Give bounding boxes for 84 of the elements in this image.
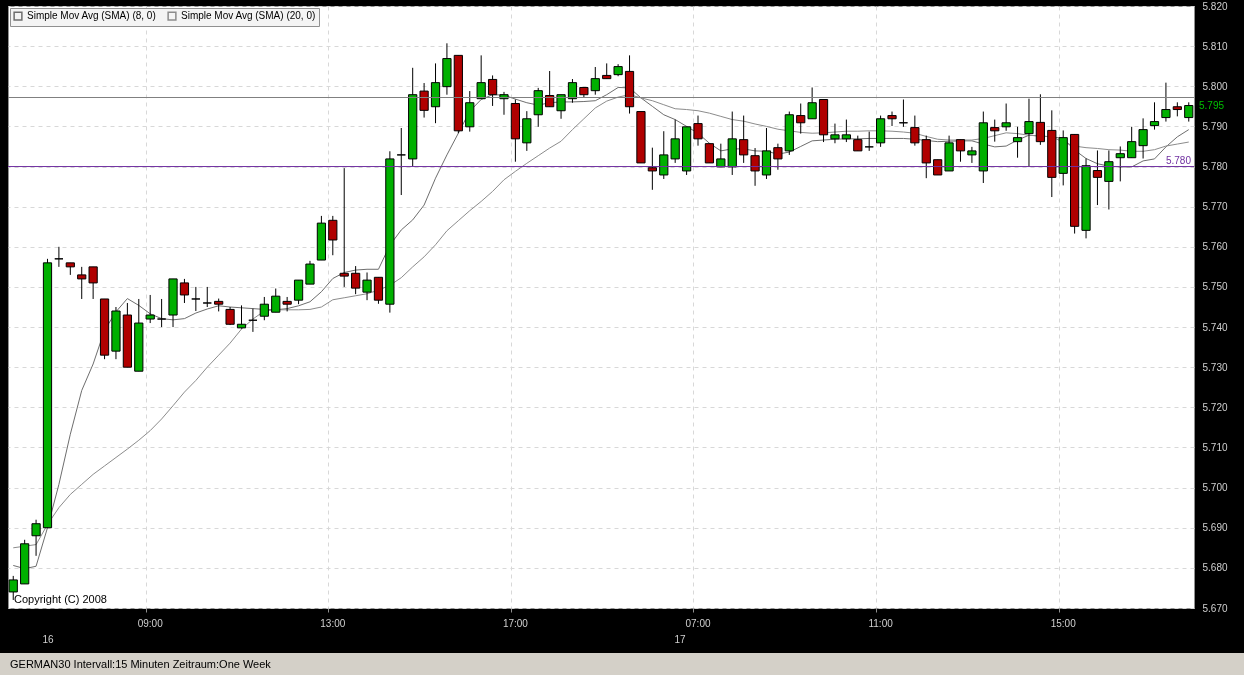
legend-label: Simple Mov Avg (SMA) (8, 0) [27, 10, 156, 22]
candlestick [351, 265, 361, 295]
candlestick [807, 86, 817, 120]
annotation: Copyright (C) 2008 [14, 593, 107, 605]
y-tick-label: 5.740 [1202, 321, 1228, 333]
y-tick-label: 5.810 [1202, 40, 1228, 52]
candlestick [556, 94, 566, 120]
text: GERMAN30 Intervall:15 Minuten Zeitraum:One Week [0, 653, 1244, 675]
candlestick [487, 74, 498, 107]
candlestick [990, 119, 1000, 143]
candlestick [830, 123, 840, 144]
candlestick [567, 78, 578, 104]
candlestick [236, 304, 247, 330]
candlestick [202, 286, 212, 308]
candlestick [77, 266, 87, 300]
y-tick-label: 5.780 [1202, 161, 1228, 173]
candlestick [750, 147, 760, 187]
candlestick [31, 519, 41, 557]
candlestick [293, 279, 304, 305]
x-tick-label: 11:00 [868, 617, 894, 629]
candlestick [1184, 101, 1194, 123]
candlestick [955, 139, 966, 163]
candlestick [1012, 126, 1023, 159]
candlestick [1149, 101, 1160, 131]
y-tick-label: 5.710 [1202, 441, 1228, 453]
candlestick [921, 135, 931, 179]
candlestick [967, 146, 977, 164]
candlestick [339, 167, 349, 288]
text: 17 [674, 634, 686, 645]
candlestick [1104, 149, 1114, 210]
candlestick [647, 147, 657, 191]
candlestick [739, 115, 749, 164]
candlestick [693, 115, 703, 147]
y-tick-label: 5.820 [1202, 0, 1228, 12]
legend-label: Simple Mov Avg (SMA) (20, 0) [181, 10, 316, 22]
y-tick-label: 5.760 [1202, 241, 1228, 253]
candlestick [157, 298, 167, 328]
candlestick [1161, 82, 1171, 123]
x-tick-label: 15:00 [1050, 617, 1077, 629]
candlestick [1127, 126, 1137, 159]
candlestick [305, 260, 315, 285]
text: 16 [42, 634, 54, 645]
candlestick [910, 115, 920, 147]
candlestick [704, 143, 715, 164]
candlestick [841, 119, 851, 143]
candlestick [88, 266, 98, 300]
candlestick [271, 288, 281, 313]
candlestick [590, 66, 600, 96]
candlestick [179, 278, 190, 304]
y-tick-label: 5.670 [1202, 602, 1228, 614]
candlestick [328, 215, 338, 256]
y-tick-label: 5.690 [1202, 522, 1228, 534]
x-tick-label: 13:00 [320, 617, 346, 629]
y-tick-label: 5.800 [1202, 80, 1228, 92]
x-tick-label: 17:00 [502, 617, 529, 629]
candlestick [373, 276, 384, 305]
candlestick [796, 103, 806, 135]
y-tick-label: 5.720 [1202, 401, 1228, 413]
candlestick [1024, 98, 1034, 168]
candlestick [362, 271, 372, 301]
y-tick-label: 5.680 [1202, 562, 1228, 574]
candlestick [887, 111, 897, 127]
candlestick [1138, 117, 1148, 160]
x-tick-label: 07:00 [685, 617, 711, 629]
x-tick-label: 09:00 [137, 617, 164, 629]
y-tick-label: 5.770 [1202, 201, 1228, 213]
text: 5.795 [1199, 100, 1225, 111]
candlestick [1035, 93, 1045, 146]
y-tick-label: 5.750 [1202, 281, 1228, 293]
candlestick [1001, 103, 1011, 132]
candlestick [476, 54, 486, 100]
candlestick [145, 294, 155, 324]
y-tick-label: 5.790 [1202, 120, 1228, 132]
candlestick [191, 286, 201, 312]
y-tick-label: 5.700 [1202, 482, 1228, 494]
candlestick [773, 143, 783, 171]
candlestick [864, 131, 874, 152]
candlestick [259, 296, 269, 321]
ref-line-label: 5.780 [1165, 154, 1192, 166]
candlestick [1115, 145, 1125, 182]
y-tick-label: 5.730 [1202, 361, 1228, 373]
candlestick [1092, 149, 1103, 206]
candlestick [396, 127, 406, 196]
candlestick [419, 82, 429, 119]
